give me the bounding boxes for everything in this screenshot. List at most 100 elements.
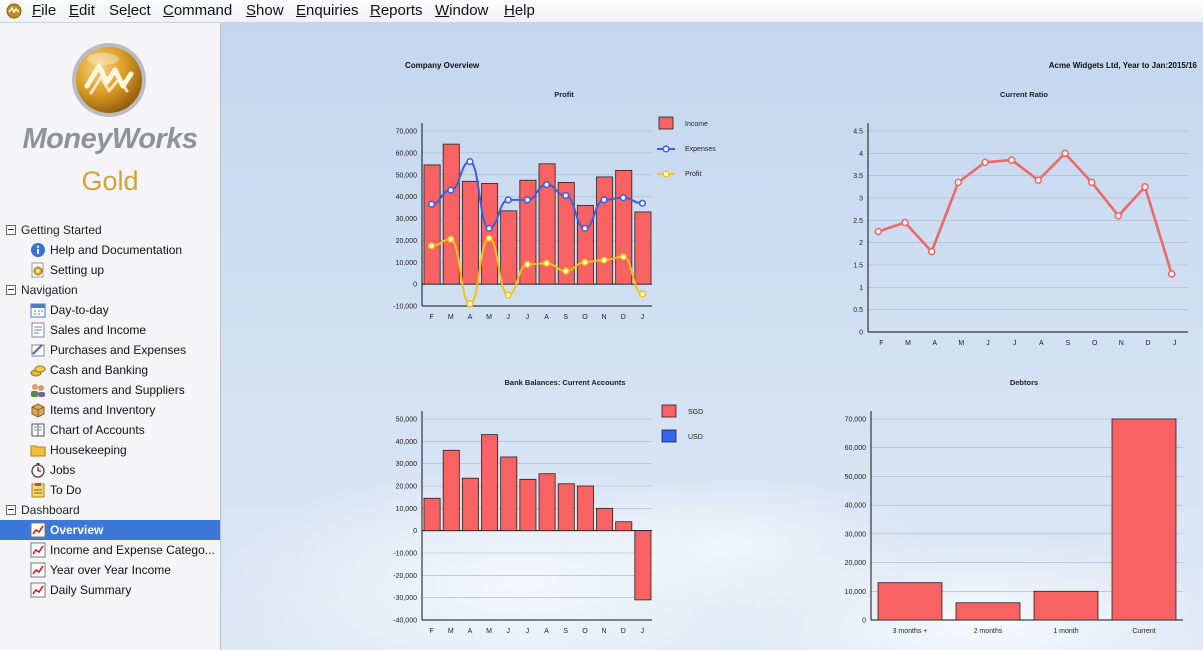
moneyworks-app-icon[interactable] xyxy=(6,3,22,19)
sidebar-item-sales-and-income[interactable]: Sales and Income xyxy=(0,320,220,340)
x-tick-label: S xyxy=(1066,340,1071,347)
collapse-icon[interactable] xyxy=(6,505,16,515)
sidebar-item-chart-of-accounts[interactable]: Chart of Accounts xyxy=(0,420,220,440)
sgd-bar xyxy=(500,456,518,532)
sidebar-item-income-and-expense-catego[interactable]: Income and Expense Catego... xyxy=(0,540,220,560)
section-dashboard[interactable]: Dashboard xyxy=(6,501,80,519)
y-tick-label: -10,000 xyxy=(393,551,417,558)
x-tick-label: 3 months + xyxy=(893,628,928,635)
ratio-point xyxy=(1167,270,1176,278)
x-tick-label: S xyxy=(563,314,568,321)
x-tick-label: F xyxy=(429,628,433,635)
sidebar-item-customers-and-suppliers[interactable]: Customers and Suppliers xyxy=(0,380,220,400)
menu-reports[interactable]: Reports xyxy=(370,2,423,19)
sgd-bar xyxy=(557,483,575,532)
expenses-point xyxy=(638,199,647,207)
income-bar xyxy=(519,179,537,285)
collapse-icon[interactable] xyxy=(6,225,16,235)
debtor-bar xyxy=(955,602,1021,621)
ratio-point xyxy=(1141,183,1149,191)
x-tick-label: O xyxy=(582,314,588,321)
legend-expenses-label: Expenses xyxy=(685,146,716,153)
income-bar xyxy=(423,164,441,285)
expenses-point xyxy=(466,158,474,166)
sgd-bar xyxy=(538,473,556,532)
x-tick-label: J xyxy=(526,314,530,321)
sgd-bar xyxy=(423,497,441,532)
people-icon xyxy=(31,384,45,397)
profit-point xyxy=(427,242,436,250)
sidebar-item-purchases-and-expenses[interactable]: Purchases and Expenses xyxy=(0,340,220,360)
sidebar-item-daily-summary[interactable]: Daily Summary xyxy=(0,580,220,600)
menu-mnemonic: E xyxy=(296,2,307,19)
sidebar-item-items-and-inventory[interactable]: Items and Inventory xyxy=(0,400,220,420)
chart-icon xyxy=(30,522,46,538)
menu-file[interactable]: File xyxy=(32,2,57,19)
x-tick-label: A xyxy=(932,340,937,347)
profit-point xyxy=(600,256,608,264)
menu-mnemonic: E xyxy=(69,2,80,19)
menu-help[interactable]: Help xyxy=(504,2,535,19)
x-tick-label: J xyxy=(507,314,511,321)
chart-title: Bank Balances: Current Accounts xyxy=(504,378,625,387)
menu-enquiries[interactable]: Enquiries xyxy=(296,2,359,19)
menu-window[interactable]: Window xyxy=(435,2,489,19)
menu-show[interactable]: Show xyxy=(246,2,284,19)
expenses-point xyxy=(485,224,493,232)
ratio-point xyxy=(901,218,909,227)
sidebar-item-overview[interactable]: Overview xyxy=(0,520,220,540)
sidebar-item-label: Chart of Accounts xyxy=(50,423,145,437)
y-tick-label: 20,000 xyxy=(845,560,867,567)
section-label: Getting Started xyxy=(21,223,102,237)
sidebar-item-day-to-day[interactable]: Day-to-day xyxy=(0,300,220,320)
section-label: Navigation xyxy=(21,283,78,297)
sidebar-item-to-do[interactable]: To Do xyxy=(0,480,220,500)
chart-icon xyxy=(30,562,46,578)
collapse-icon[interactable] xyxy=(6,285,16,295)
section-navigation[interactable]: Navigation xyxy=(6,281,78,299)
sidebar-item-setting-up[interactable]: Setting up xyxy=(0,260,220,280)
ratio-point xyxy=(1061,149,1069,158)
ratio-point xyxy=(1114,212,1123,220)
section-getting-started[interactable]: Getting Started xyxy=(6,221,102,239)
sidebar-item-label: Sales and Income xyxy=(50,323,147,337)
chart-title: Profit xyxy=(554,90,574,99)
ratio-point xyxy=(1087,178,1096,187)
navigator-sidebar: MoneyWorks Gold Getting Started Help and … xyxy=(0,23,221,650)
x-tick-label: A xyxy=(544,628,549,635)
income-bar xyxy=(634,211,652,285)
x-tick-label: A xyxy=(468,628,473,635)
expenses-point xyxy=(523,196,532,204)
menu-mnemonic: F xyxy=(32,2,42,19)
sgd-bar xyxy=(615,521,633,532)
profit-point xyxy=(638,290,647,298)
profit-point xyxy=(504,291,512,299)
sidebar-item-label: Daily Summary xyxy=(50,583,132,597)
sidebar-item-label: Customers and Suppliers xyxy=(50,383,185,397)
info-icon xyxy=(31,243,45,257)
sidebar-item-housekeeping[interactable]: Housekeeping xyxy=(0,440,220,460)
sidebar-item-year-over-year-income[interactable]: Year over Year Income xyxy=(0,560,220,580)
sidebar-item-help-and-documentation[interactable]: Help and Documentation xyxy=(0,240,220,260)
menu-mnemonic: S xyxy=(246,2,257,19)
y-tick-label: 40,000 xyxy=(845,503,867,510)
x-tick-label: F xyxy=(429,314,433,321)
y-tick-label: 0.5 xyxy=(853,307,863,314)
x-tick-label: J xyxy=(1173,340,1177,347)
y-tick-label: 3 xyxy=(859,196,863,203)
profit-point xyxy=(619,253,627,261)
dashboard-panel: Company Overview Acme Widgets Ltd, Year … xyxy=(221,23,1203,650)
y-tick-label: 10,000 xyxy=(845,589,867,596)
menu-command[interactable]: Command xyxy=(163,2,233,19)
y-tick-label: 0 xyxy=(859,330,863,337)
y-tick-label: -20,000 xyxy=(393,573,417,580)
menu-mnemonic: R xyxy=(370,2,381,19)
menu-edit[interactable]: Edit xyxy=(69,2,95,19)
x-tick-label: F xyxy=(879,340,883,347)
menu-select[interactable]: Select xyxy=(109,2,151,19)
x-tick-label: D xyxy=(621,314,626,321)
sidebar-item-cash-and-banking[interactable]: Cash and Banking xyxy=(0,360,220,380)
sidebar-item-label: Day-to-day xyxy=(50,303,109,317)
x-tick-label: M xyxy=(486,314,492,321)
sidebar-item-jobs[interactable]: Jobs xyxy=(0,460,220,480)
